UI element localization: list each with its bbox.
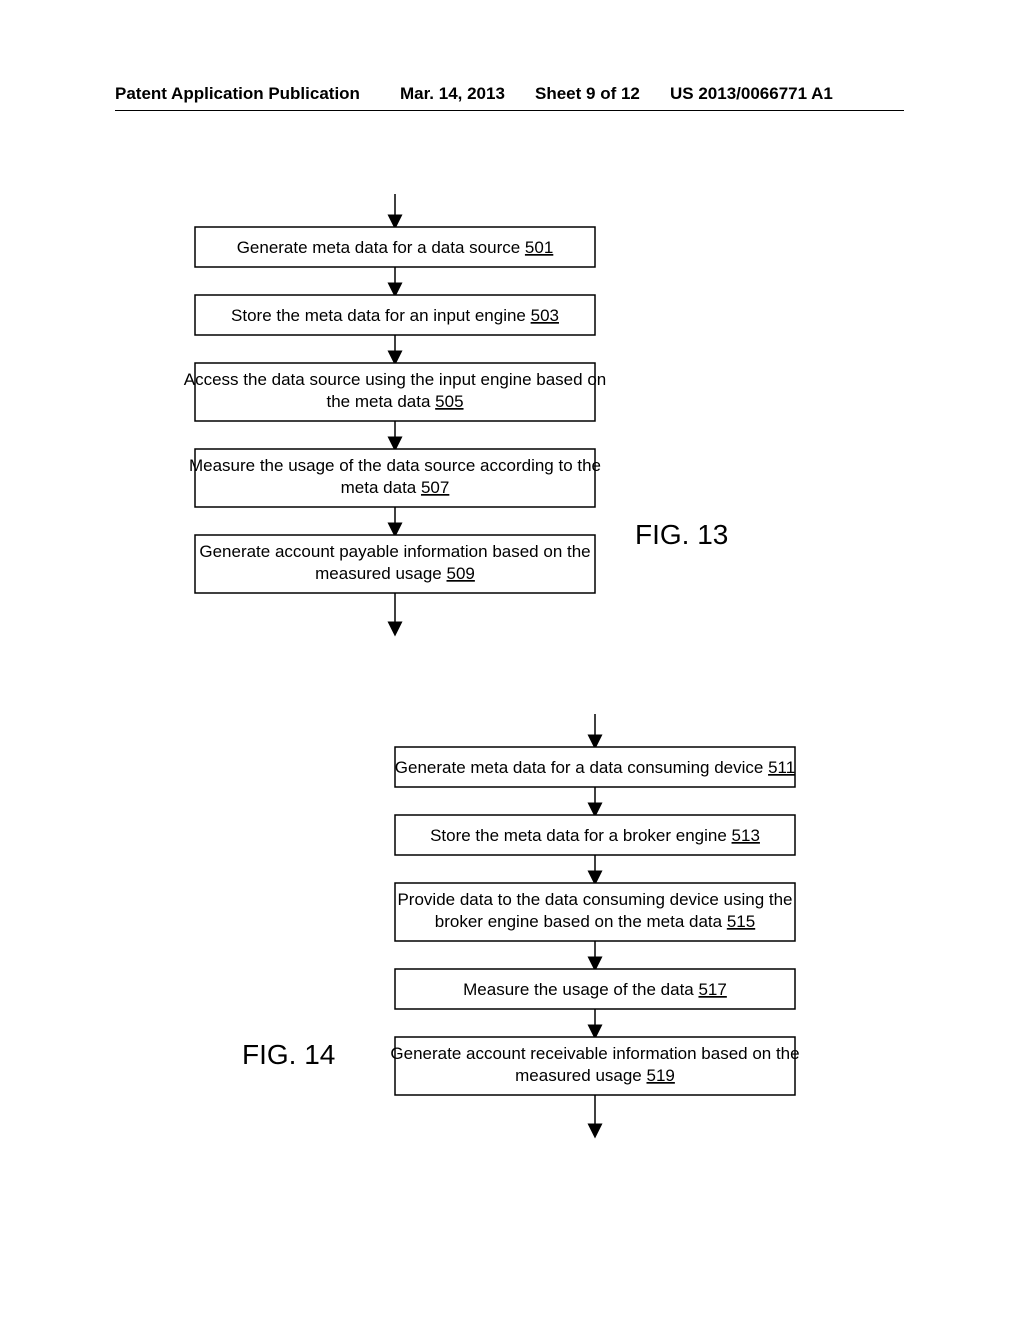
step-text: Store the meta data for an input engine … — [231, 306, 559, 325]
step-ref: 509 — [447, 564, 475, 583]
step-ref: 503 — [531, 306, 559, 325]
step-ref: 515 — [727, 912, 755, 931]
step-text: Access the data source using the input e… — [184, 370, 606, 389]
step-ref: 501 — [525, 238, 553, 257]
step-text: the meta data 505 — [326, 392, 463, 411]
step-ref: 519 — [647, 1066, 675, 1085]
step-text: Generate account receivable information … — [390, 1044, 799, 1063]
step-text: broker engine based on the meta data 515 — [435, 912, 755, 931]
step-ref: 507 — [421, 478, 449, 497]
step-ref: 517 — [698, 980, 726, 999]
step-text: Measure the usage of the data source acc… — [189, 456, 601, 475]
step-ref: 505 — [435, 392, 463, 411]
step-ref: 511 — [768, 758, 795, 777]
step-text: Store the meta data for a broker engine … — [430, 826, 760, 845]
step-ref: 513 — [732, 826, 760, 845]
flowchart-canvas: Generate meta data for a data source 501… — [0, 0, 1024, 1320]
step-text: Generate meta data for a data consuming … — [395, 758, 795, 777]
step-text: Measure the usage of the data 517 — [463, 980, 727, 999]
figure-label: FIG. 13 — [635, 519, 728, 550]
step-text: measured usage 509 — [315, 564, 475, 583]
figure-label: FIG. 14 — [242, 1039, 335, 1070]
step-text: Generate meta data for a data source 501 — [237, 238, 554, 257]
step-text: meta data 507 — [341, 478, 450, 497]
figure-13: Generate meta data for a data source 501… — [184, 194, 729, 629]
figure-14: Generate meta data for a data consuming … — [242, 714, 800, 1131]
step-text: Provide data to the data consuming devic… — [397, 890, 792, 909]
step-text: measured usage 519 — [515, 1066, 675, 1085]
step-text: Generate account payable information bas… — [199, 542, 590, 561]
